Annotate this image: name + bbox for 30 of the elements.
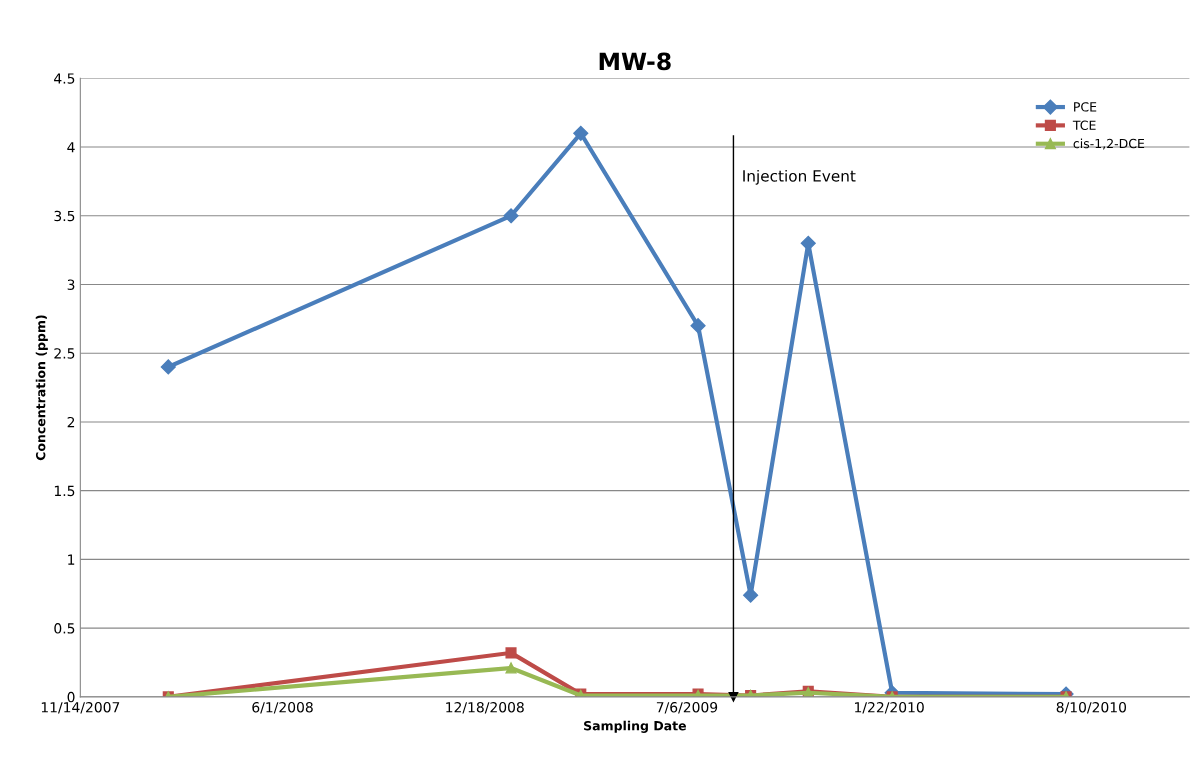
- chart-title: MW-8: [599, 52, 671, 71]
- point: [505, 647, 517, 659]
- x-tick-label: 6/1/2008: [252, 701, 313, 714]
- legend-label: PCE: [1074, 102, 1097, 112]
- ref-line-label: Injection Event: [743, 169, 856, 185]
- y-tick-label: 3: [67, 279, 75, 290]
- legend-label: TCE: [1072, 120, 1096, 130]
- x-tick-label: 12/18/2008: [446, 701, 524, 714]
- point: [505, 662, 517, 674]
- y-tick-label: 2: [67, 416, 75, 428]
- y-tick-label: 0: [67, 691, 75, 703]
- y-tick-label: 1: [68, 554, 75, 565]
- y-tick-label: 4: [67, 142, 75, 153]
- point: [160, 359, 176, 375]
- x-tick-label: 11/14/2007: [41, 701, 120, 714]
- x-tick-label: 8/10/2010: [1056, 701, 1127, 714]
- point: [573, 125, 589, 141]
- y-tick-label: 4.5: [54, 73, 75, 84]
- x-tick-label: 1/22/2010: [855, 701, 924, 714]
- point: [690, 318, 706, 334]
- y-tick-label: 1.5: [54, 485, 75, 497]
- y-axis-title: Concentration (ppm): [35, 315, 48, 461]
- legend-label: cis-1,2-DCE: [1073, 138, 1145, 150]
- y-tick-label: 2.5: [54, 348, 75, 359]
- x-axis-title: Sampling Date: [584, 720, 686, 733]
- y-tick-label: 3.5: [54, 210, 75, 222]
- y-tick-label: 0.5: [54, 623, 75, 634]
- x-tick-label: 7/6/2009: [656, 701, 718, 714]
- point: [503, 208, 519, 224]
- point: [800, 235, 816, 251]
